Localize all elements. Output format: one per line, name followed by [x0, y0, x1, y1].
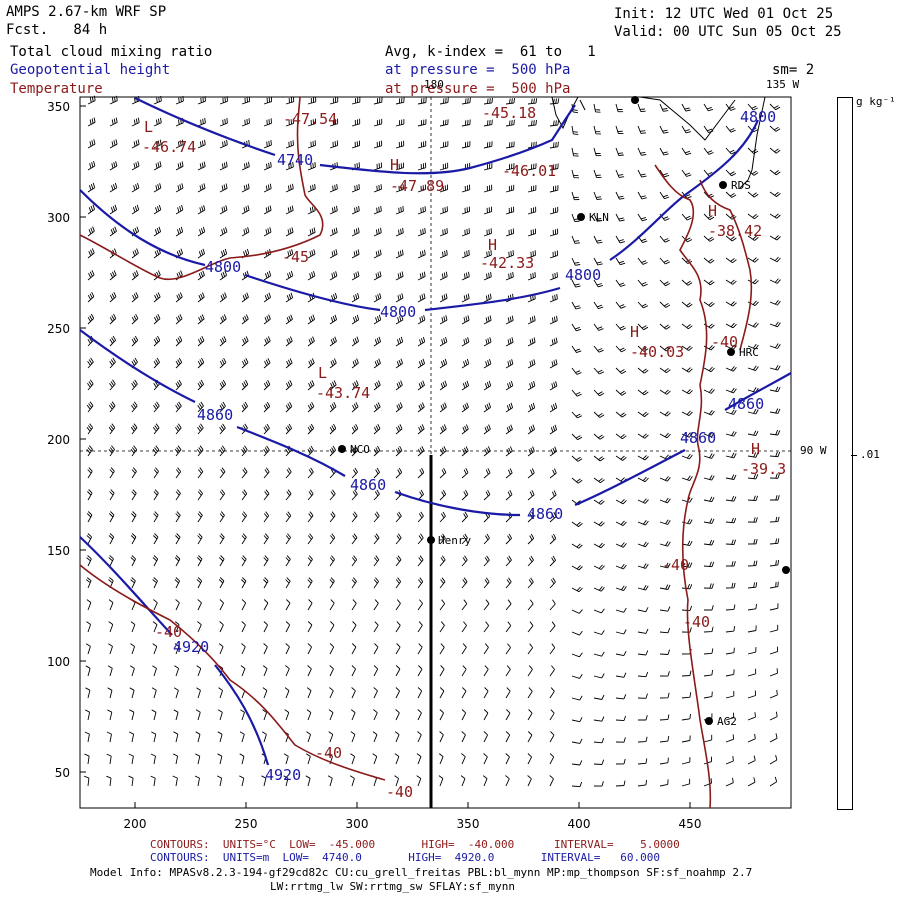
- height-label: 4860: [680, 429, 716, 447]
- station-henry-marker: [427, 536, 435, 544]
- high-marker: H: [708, 202, 717, 220]
- colorbar-units: g kg⁻¹: [856, 95, 896, 108]
- avg-k-index: Avg, k-index = 61 to 1: [385, 44, 596, 60]
- temp-label: -40: [315, 744, 342, 762]
- field-geopotential: Geopotential height: [10, 62, 171, 78]
- footer-model-info-2: LW:rrtmg_lw SW:rrtmg_sw SFLAY:sf_mynn: [270, 880, 516, 893]
- temp-label: -45: [282, 248, 309, 266]
- valid-time: Valid: 00 UTC Sun 05 Oct 25: [614, 24, 842, 40]
- init-time: Init: 12 UTC Wed 01 Oct 25: [614, 6, 834, 22]
- coastline: [551, 96, 766, 189]
- model-title: AMPS 2.67-km WRF SP: [6, 4, 167, 20]
- height-label: 4740: [277, 151, 313, 169]
- temp-label: -40: [386, 783, 413, 801]
- x-tick-label: 450: [678, 817, 702, 831]
- footer-model-info: Model Info: MPASv8.2.3-194-gf29cd82c CU:…: [90, 866, 753, 879]
- station-nco-label: NCO: [350, 443, 370, 456]
- station-hrc-marker: [727, 348, 735, 356]
- temp-label: -40: [683, 613, 710, 631]
- low-marker: L: [144, 118, 153, 136]
- station-kln-label: KLN: [589, 211, 609, 224]
- pressure-level-temp: at pressure = 500 hPa: [385, 81, 571, 97]
- temp-label: -43.74: [316, 384, 370, 402]
- station-markers: [338, 96, 790, 725]
- forecast-hour: Fcst. 84 h: [6, 22, 108, 38]
- height-label: 4860: [527, 505, 563, 523]
- x-tick-label: 350: [456, 817, 480, 831]
- axis-ticks: [80, 105, 691, 808]
- temp-label: -40: [711, 333, 738, 351]
- x-tick-label: 300: [345, 817, 369, 831]
- station-top-marker: [631, 96, 639, 104]
- height-label: 4920: [265, 766, 301, 784]
- temp-label: -40.03: [630, 343, 684, 361]
- temp-contour-d: [699, 179, 753, 351]
- station-ag2-label: AG2: [717, 715, 737, 728]
- y-tick-label: 100: [47, 655, 70, 669]
- height-label: 4800: [740, 108, 776, 126]
- x-tick-label: 400: [567, 817, 591, 831]
- temp-label: -46.74: [142, 138, 196, 156]
- height-label: 4860: [350, 476, 386, 494]
- station-ag2-marker: [705, 717, 713, 725]
- height-label: 4800: [380, 303, 416, 321]
- pressure-level-height: at pressure = 500 hPa: [385, 62, 571, 78]
- temp-label: -45.18: [482, 104, 536, 122]
- lon-90w-label: 90 W: [800, 444, 827, 457]
- height-label: 4800: [205, 258, 241, 276]
- temp-contour-c: [654, 164, 712, 809]
- station-kln-marker: [577, 213, 585, 221]
- colorbar-tick: .01: [860, 448, 880, 461]
- temperature-contours: [79, 96, 753, 809]
- height-contours: [79, 97, 792, 808]
- x-tick-label: 200: [123, 817, 147, 831]
- plot-frame: [79, 96, 792, 809]
- temp-label: -40: [155, 623, 182, 641]
- lon-135w-label: 135 W: [766, 78, 800, 91]
- contour-4860: [79, 329, 792, 517]
- smoothing-label: sm= 2: [772, 62, 815, 78]
- temp-contour-a: [79, 96, 324, 281]
- height-label: 4920: [173, 638, 209, 656]
- x-tick-label: 250: [234, 817, 258, 831]
- height-label: 4860: [728, 395, 764, 413]
- lon-180-label: 180: [424, 78, 444, 91]
- field-temperature: Temperature: [10, 81, 103, 97]
- colorbar-tick-mark: [851, 455, 857, 456]
- y-tick-label: 150: [47, 544, 70, 558]
- temp-label: -40: [662, 556, 689, 574]
- temp-label: -39.3: [741, 460, 786, 478]
- field-cloud-mixing: Total cloud mixing ratio: [10, 44, 213, 60]
- high-marker: H: [630, 323, 639, 341]
- temp-label: -42.33: [480, 254, 534, 272]
- y-tick-label: 300: [47, 211, 70, 225]
- contour-4800: [79, 119, 760, 312]
- low-marker: L: [318, 364, 327, 382]
- y-tick-label: 350: [47, 100, 70, 114]
- station-rds-marker: [719, 181, 727, 189]
- station-hrc-label: HRC: [739, 346, 759, 359]
- station-edge-marker: [782, 566, 790, 574]
- footer-height-contours: CONTOURS: UNITS=m LOW= 4740.0 HIGH= 4920…: [150, 851, 660, 864]
- high-marker: H: [390, 156, 399, 174]
- contour-4740: [134, 97, 576, 175]
- temp-label: -38.42: [708, 222, 762, 240]
- y-tick-label: 250: [47, 322, 70, 336]
- temp-label: -47.89: [390, 177, 444, 195]
- y-tick-label: 50: [54, 766, 70, 780]
- high-marker: H: [488, 236, 497, 254]
- station-nco-marker: [338, 445, 346, 453]
- colorbar: [837, 97, 853, 810]
- temp-contour-b: [79, 564, 386, 781]
- height-label: 4800: [565, 266, 601, 284]
- temp-label: -46.01: [502, 162, 556, 180]
- station-henry-label: Henry: [438, 534, 471, 547]
- y-tick-label: 200: [47, 433, 70, 447]
- high-marker: H: [751, 440, 760, 458]
- station-rds-label: RDS: [731, 179, 751, 192]
- temp-label: -47.54: [283, 110, 337, 128]
- footer-temp-contours: CONTOURS: UNITS=°C LOW= -45.000 HIGH= -4…: [150, 838, 680, 851]
- height-label: 4860: [197, 406, 233, 424]
